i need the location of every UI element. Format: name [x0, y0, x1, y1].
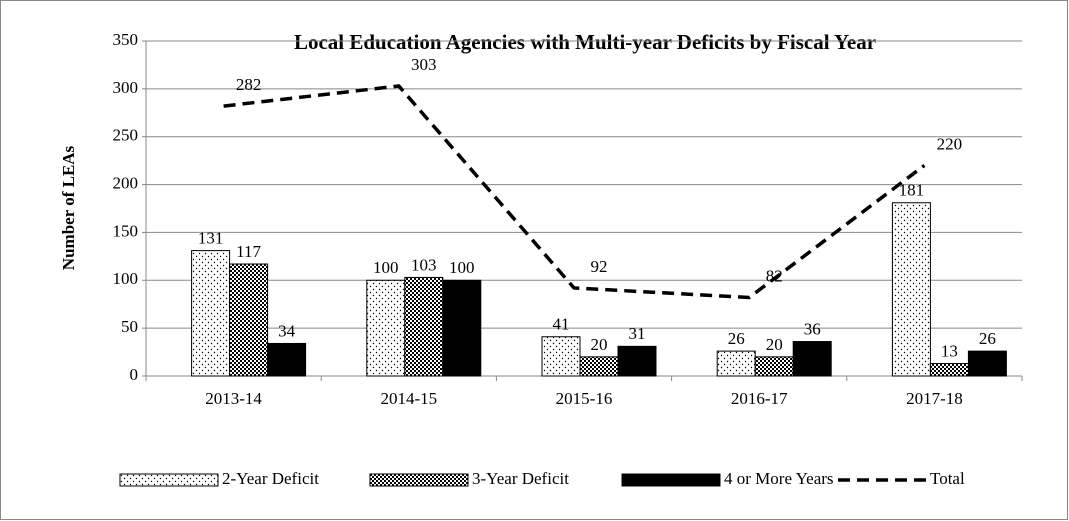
bar — [617, 345, 657, 377]
bar — [191, 250, 231, 377]
data-label: 92 — [591, 257, 608, 276]
bar — [366, 279, 406, 377]
data-label: 103 — [411, 255, 437, 274]
bar — [754, 356, 794, 377]
bar — [267, 342, 307, 377]
x-tick-label: 2017-18 — [906, 389, 963, 408]
x-tick-label: 2015-16 — [556, 389, 613, 408]
chart-title: Local Education Agencies with Multi-year… — [294, 30, 876, 54]
data-label: 20 — [766, 335, 783, 354]
legend-swatch — [621, 473, 721, 487]
legend-label: 3-Year Deficit — [472, 469, 569, 488]
data-label: 131 — [198, 229, 224, 248]
y-tick-label: 100 — [113, 269, 139, 288]
data-label: 282 — [236, 75, 262, 94]
y-tick-label: 50 — [121, 317, 138, 336]
x-tick-label: 2014-15 — [380, 389, 437, 408]
data-label: 20 — [591, 335, 608, 354]
bar — [929, 363, 969, 377]
legend-label: 4 or More Years — [724, 469, 834, 488]
y-tick-label: 300 — [113, 78, 139, 97]
data-label: 181 — [899, 181, 925, 200]
line-series — [223, 84, 926, 300]
legend-swatch — [369, 473, 469, 487]
data-label: 34 — [278, 321, 296, 340]
legend-swatch — [119, 473, 219, 487]
legend-label: Total — [930, 469, 965, 488]
data-label: 26 — [979, 329, 996, 348]
x-tick-label: 2016-17 — [731, 389, 788, 408]
bar — [541, 336, 581, 377]
data-label: 26 — [728, 329, 745, 348]
y-tick-label: 0 — [130, 365, 139, 384]
data-label: 303 — [411, 55, 437, 74]
data-label: 100 — [449, 258, 475, 277]
data-label: 82 — [766, 266, 783, 285]
bar — [229, 263, 269, 377]
y-axis-label: Number of LEAs — [59, 145, 78, 270]
data-label: 13 — [941, 341, 958, 360]
y-tick-label: 150 — [113, 221, 139, 240]
data-label: 41 — [553, 315, 570, 334]
bar — [792, 341, 832, 377]
legend-label: 2-Year Deficit — [222, 469, 319, 488]
data-label: 100 — [373, 258, 399, 277]
data-label: 117 — [236, 242, 261, 261]
bar — [967, 350, 1007, 377]
bar — [579, 356, 619, 377]
bar — [404, 276, 444, 377]
bar — [716, 350, 756, 377]
bar — [891, 202, 931, 377]
y-tick-label: 200 — [113, 173, 139, 192]
data-label: 220 — [937, 134, 963, 153]
data-label: 31 — [629, 324, 646, 343]
data-label: 36 — [804, 319, 821, 338]
y-tick-label: 350 — [113, 30, 139, 49]
y-tick-label: 250 — [113, 126, 139, 145]
x-tick-label: 2013-14 — [205, 389, 262, 408]
bar — [442, 279, 482, 377]
